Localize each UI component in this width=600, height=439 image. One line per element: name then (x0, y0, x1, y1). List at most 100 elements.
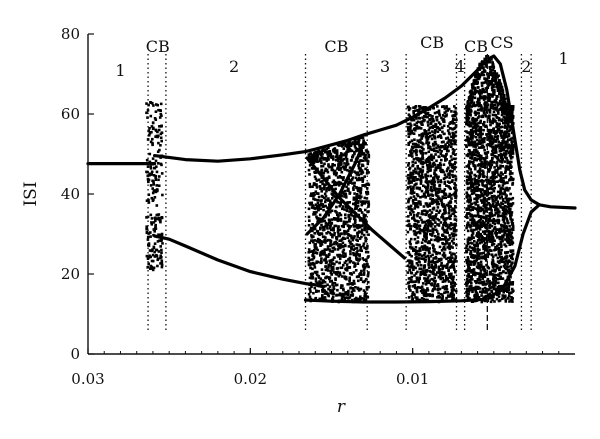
isi-point (478, 167, 482, 170)
isi-point (326, 247, 330, 251)
isi-point (157, 141, 160, 145)
isi-point (423, 224, 427, 228)
isi-point (346, 296, 349, 299)
isi-point (159, 136, 163, 140)
isi-point (502, 225, 506, 229)
isi-point (415, 187, 419, 190)
isi-point (327, 253, 331, 256)
isi-point (494, 208, 497, 212)
isi-point (505, 217, 508, 221)
isi-point (495, 175, 498, 179)
isi-point (408, 241, 412, 244)
isi-point (481, 115, 485, 119)
isi-point (350, 214, 353, 217)
isi-point (477, 163, 481, 166)
isi-point (323, 192, 327, 196)
isi-point (429, 181, 432, 184)
isi-point (426, 287, 429, 290)
isi-point (481, 220, 484, 223)
isi-point (432, 249, 435, 253)
isi-point (328, 204, 331, 208)
isi-point (336, 229, 340, 232)
isi-point (481, 132, 484, 136)
isi-point (466, 238, 470, 241)
isi-point (495, 164, 499, 167)
isi-point (501, 214, 505, 218)
isi-point (440, 145, 443, 148)
isi-point (362, 258, 366, 262)
isi-point (451, 252, 455, 255)
isi-point (453, 252, 456, 256)
isi-point (423, 260, 427, 263)
isi-point (500, 277, 503, 280)
isi-point (417, 212, 420, 215)
isi-point (420, 157, 424, 160)
isi-point (348, 278, 351, 282)
isi-point (335, 149, 339, 152)
isi-point (510, 291, 513, 295)
isi-point (479, 221, 482, 225)
isi-point (340, 224, 344, 228)
isi-point (327, 224, 330, 227)
isi-point (475, 214, 478, 218)
isi-point (314, 198, 317, 201)
isi-point (447, 269, 450, 272)
isi-point (494, 273, 498, 277)
isi-point (149, 184, 153, 187)
isi-point (438, 287, 442, 291)
isi-point (438, 273, 442, 277)
isi-point (493, 93, 496, 96)
isi-point (313, 266, 317, 269)
isi-point (506, 119, 509, 123)
isi-point (469, 114, 472, 117)
isi-point (447, 206, 451, 209)
isi-point (410, 266, 413, 269)
isi-point (436, 251, 440, 255)
isi-point (427, 150, 431, 154)
isi-point (364, 185, 367, 188)
isi-point (426, 112, 429, 116)
isi-point (503, 260, 506, 264)
isi-point (500, 237, 503, 240)
isi-point (151, 179, 154, 183)
isi-point (451, 128, 454, 131)
isi-point (331, 164, 334, 167)
isi-point (478, 267, 481, 270)
isi-point (434, 153, 437, 156)
isi-point (482, 172, 485, 175)
isi-point (312, 160, 316, 163)
isi-point (511, 145, 515, 148)
isi-point (492, 221, 495, 224)
isi-point (454, 256, 457, 260)
isi-point (491, 85, 494, 88)
isi-point (346, 148, 349, 151)
isi-point (491, 180, 494, 184)
isi-point (152, 126, 155, 130)
isi-point (328, 285, 332, 288)
isi-point (149, 267, 152, 270)
isi-point (347, 233, 350, 236)
isi-point (477, 146, 481, 149)
isi-point (433, 172, 436, 176)
isi-point (488, 60, 492, 64)
isi-point (312, 183, 316, 187)
isi-point (445, 242, 449, 245)
isi-point (313, 232, 316, 235)
isi-point (332, 285, 335, 288)
isi-point (361, 136, 365, 140)
isi-point (482, 298, 485, 301)
isi-point (474, 254, 477, 257)
isi-point (444, 145, 447, 148)
isi-point (150, 170, 154, 174)
isi-point (474, 203, 477, 206)
isi-point (155, 248, 158, 252)
isi-point (319, 158, 322, 161)
isi-point (430, 201, 433, 205)
isi-point (482, 128, 485, 132)
isi-point (492, 137, 495, 141)
isi-point (331, 168, 335, 172)
isi-point (428, 229, 432, 232)
isi-point (359, 287, 363, 291)
isi-point (416, 139, 419, 142)
isi-point (360, 269, 363, 273)
